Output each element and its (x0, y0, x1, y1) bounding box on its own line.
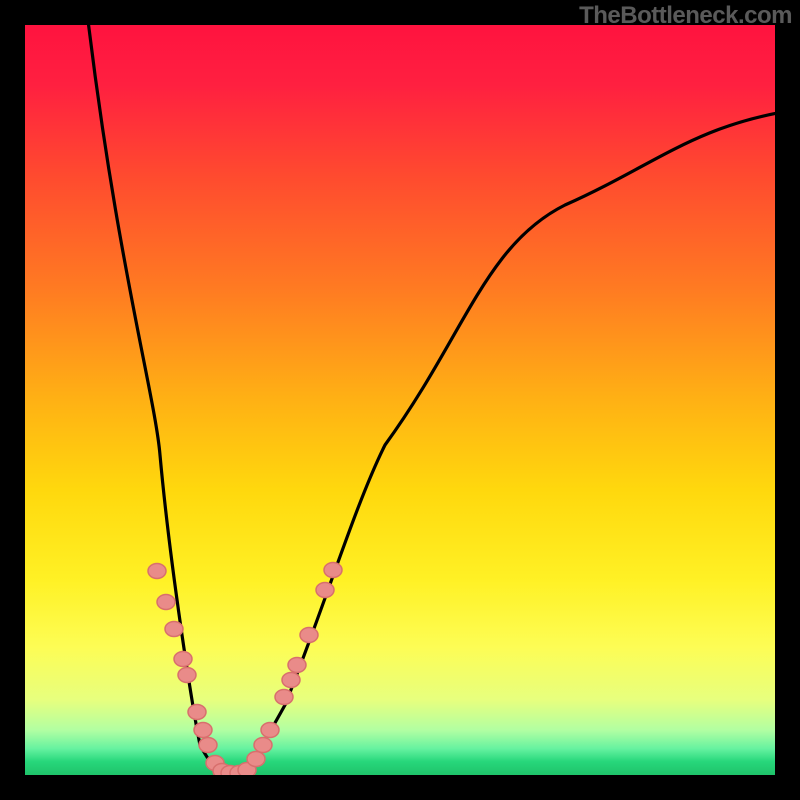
data-marker (300, 628, 318, 643)
data-marker (316, 583, 334, 598)
data-marker (178, 668, 196, 683)
data-marker (324, 563, 342, 578)
watermark-text: TheBottleneck.com (579, 2, 792, 30)
data-marker (157, 595, 175, 610)
data-marker (194, 723, 212, 738)
plot-area (25, 25, 775, 775)
data-marker (148, 564, 166, 579)
curve-layer (25, 25, 775, 775)
data-marker (254, 738, 272, 753)
data-marker (247, 752, 265, 767)
data-marker (261, 723, 279, 738)
data-marker (288, 658, 306, 673)
data-marker (188, 705, 206, 720)
data-marker (174, 652, 192, 667)
data-marker (199, 738, 217, 753)
data-marker (165, 622, 183, 637)
data-marker (282, 673, 300, 688)
outer-frame: TheBottleneck.com (0, 0, 800, 800)
data-marker (275, 690, 293, 705)
